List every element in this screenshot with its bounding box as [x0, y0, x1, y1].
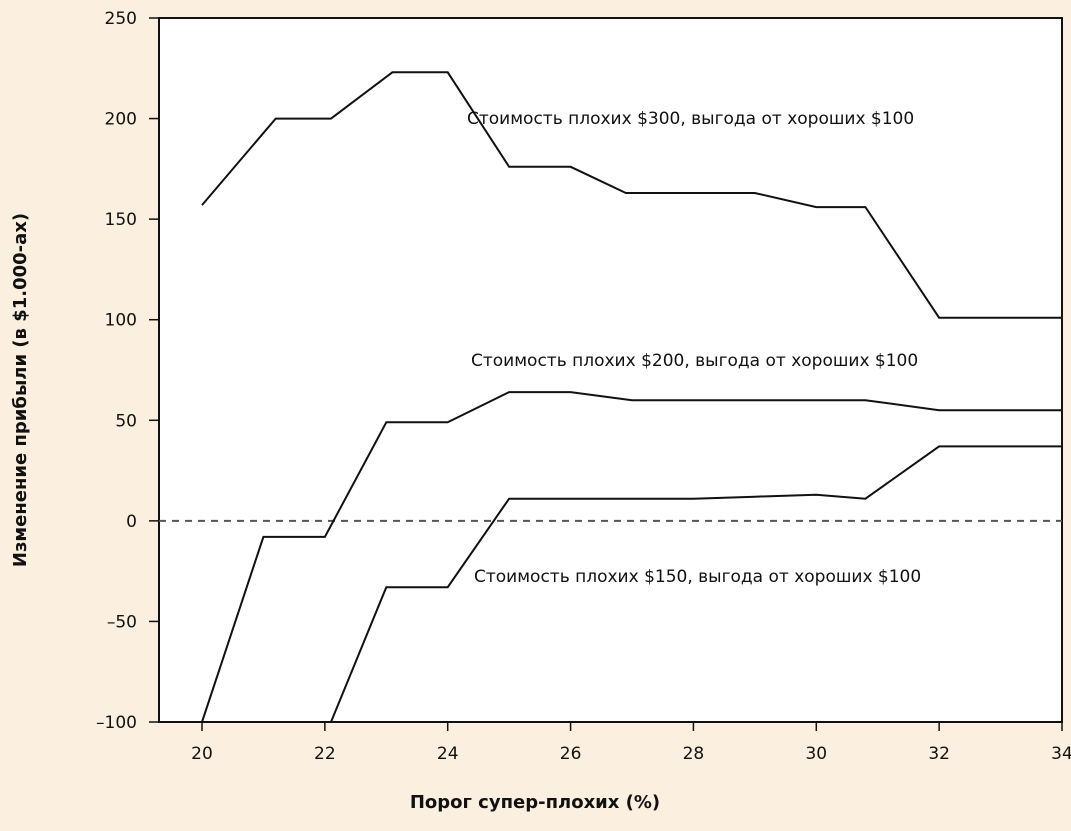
y-axis-title: Изменение прибыли (в $1.000-ах)	[10, 213, 31, 567]
x-tick-label: 30	[805, 744, 827, 764]
series-line-2	[201, 391, 1062, 723]
x-tick-label: 34	[1051, 744, 1071, 764]
y-tick-label: –50	[107, 612, 137, 632]
x-tick-label: 32	[928, 744, 950, 764]
x-tick-label: 26	[560, 744, 582, 764]
y-tick-label: 250	[105, 9, 137, 29]
series-label-1: Стоимость плохих $300, выгода от хороших…	[467, 109, 914, 129]
x-tick-label: 24	[437, 744, 459, 764]
x-tick-label: 28	[683, 744, 705, 764]
y-tick-label: 150	[105, 210, 137, 230]
x-axis-title: Порог супер-плохих (%)	[410, 792, 660, 813]
x-tick-label: 22	[314, 744, 336, 764]
series-label-2: Стоимость плохих $200, выгода от хороших…	[471, 351, 918, 371]
series-line-1	[201, 71, 1062, 319]
series-label-3: Стоимость плохих $150, выгода от хороших…	[474, 567, 921, 587]
y-tick-label: 200	[105, 110, 137, 130]
x-tick-label: 20	[191, 744, 213, 764]
plot-area	[158, 17, 1063, 723]
y-tick-label: 0	[126, 512, 137, 532]
y-tick-label: –100	[96, 713, 137, 733]
y-tick-label: 50	[115, 411, 137, 431]
series-line-3	[330, 445, 1062, 723]
y-tick-label: 100	[105, 311, 137, 331]
